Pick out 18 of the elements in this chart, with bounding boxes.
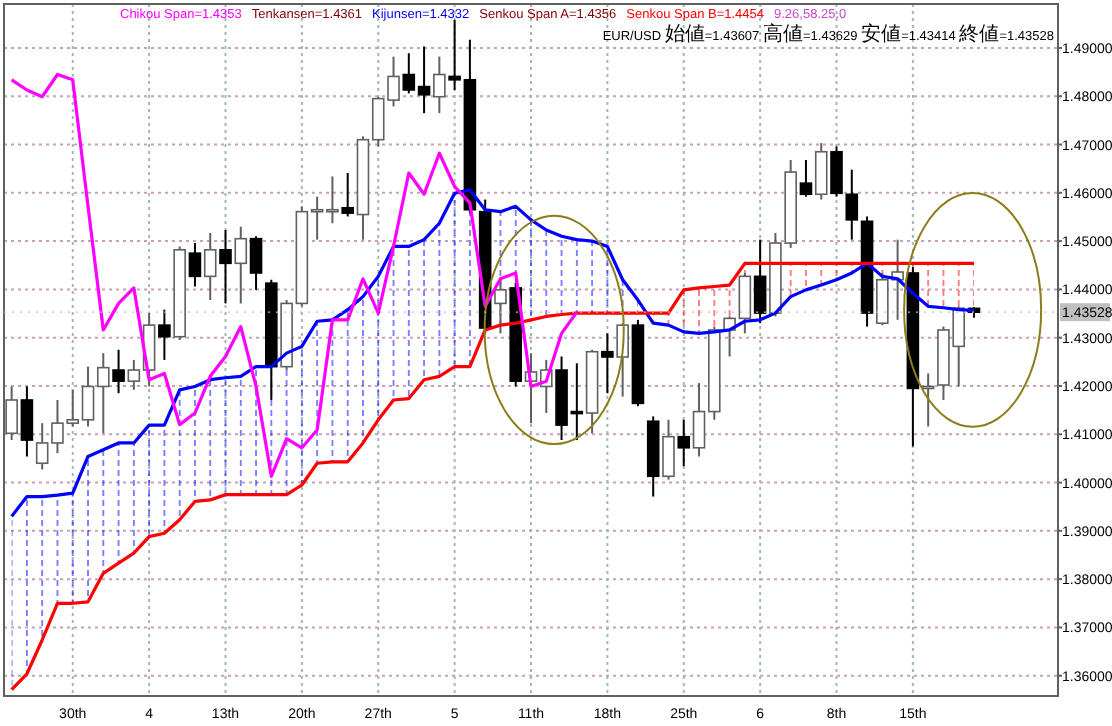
candlestick <box>341 172 354 218</box>
candlestick <box>158 308 171 361</box>
candlestick <box>203 231 217 302</box>
candlestick <box>494 278 507 335</box>
candlestick <box>601 332 614 395</box>
candlestick <box>20 385 34 458</box>
candlestick <box>219 229 232 305</box>
candlestick <box>814 142 828 201</box>
candlestick <box>234 225 248 305</box>
candlestick <box>188 242 202 288</box>
candlestick <box>753 238 767 325</box>
candlestick <box>112 348 125 395</box>
candlestick <box>799 158 813 198</box>
candlestick <box>433 55 446 115</box>
candlestick <box>662 418 675 481</box>
candlestick <box>677 418 691 468</box>
candlestick <box>5 385 18 442</box>
candlestick <box>249 235 263 291</box>
